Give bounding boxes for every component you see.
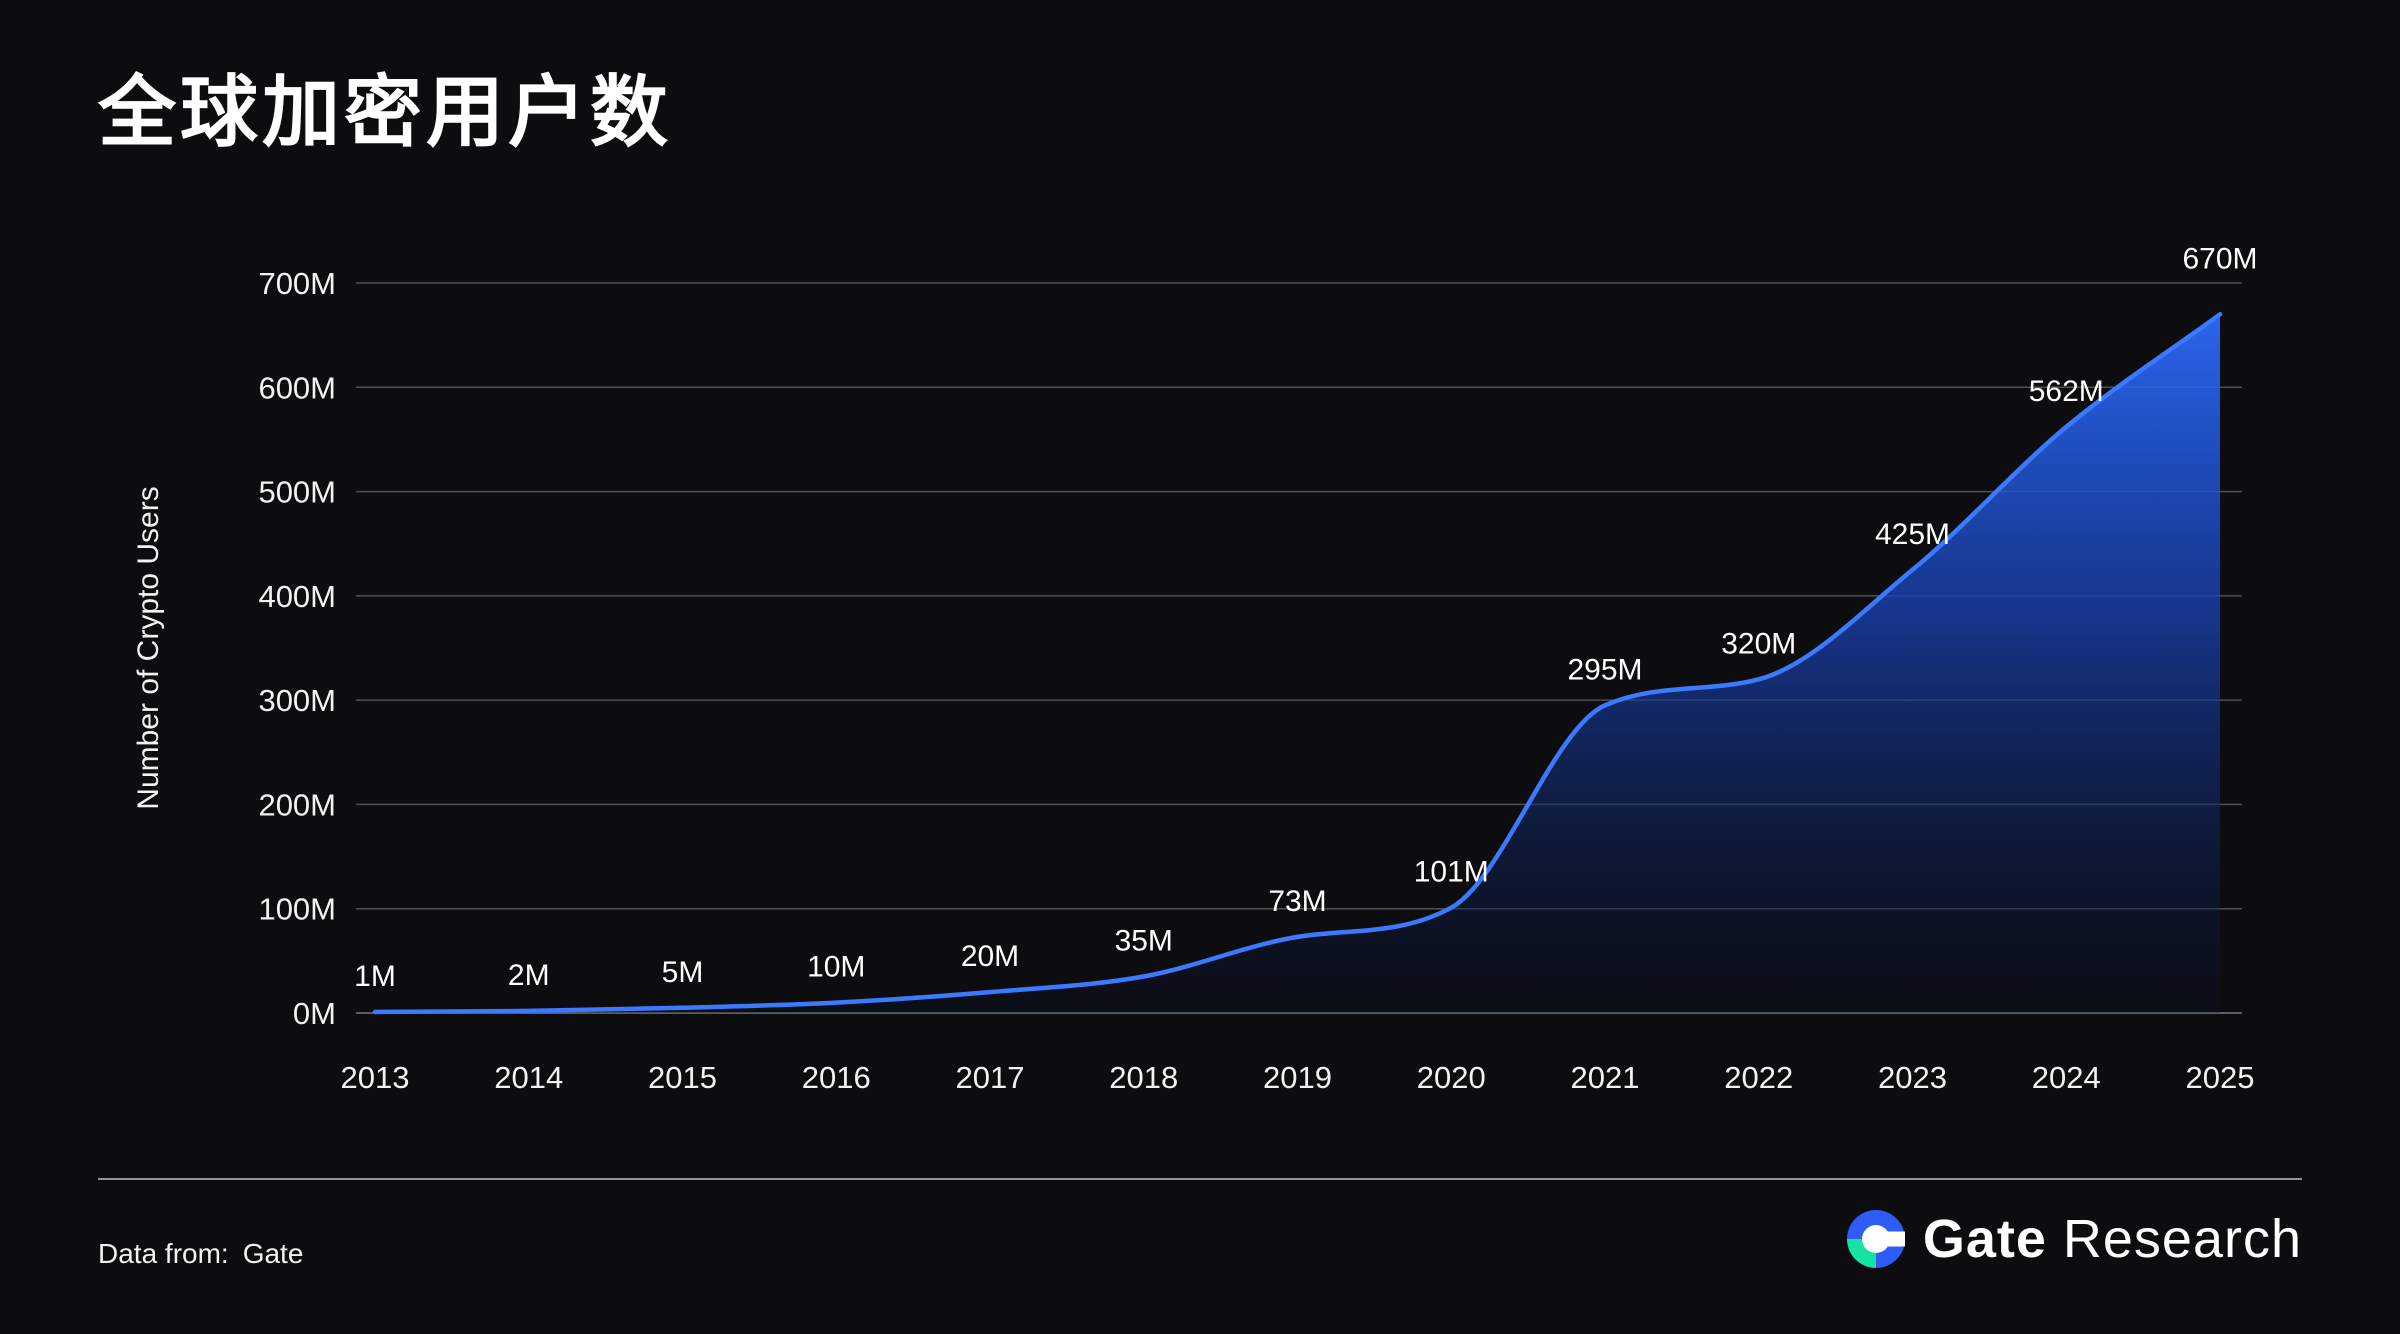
data-point-label: 35M xyxy=(1115,925,1173,958)
data-point-label: 1M xyxy=(354,960,396,993)
line-path xyxy=(372,312,2223,1015)
x-tick-label: 2018 xyxy=(1109,1060,1178,1095)
data-source: Data from: Gate xyxy=(98,1238,303,1270)
x-tick-label: 2017 xyxy=(956,1060,1025,1095)
data-point-label: 670M xyxy=(2182,242,2257,275)
y-tick-label: 200M xyxy=(258,787,336,822)
y-tick-label: 600M xyxy=(258,370,336,405)
x-tick-label: 2013 xyxy=(341,1060,410,1095)
data-source-value: Gate xyxy=(242,1238,304,1269)
y-tick-label: 400M xyxy=(258,579,336,614)
x-tick-label: 2022 xyxy=(1724,1060,1793,1095)
x-tick-label: 2015 xyxy=(648,1060,717,1095)
x-tick-label: 2021 xyxy=(1571,1060,1640,1095)
data-point-label: 101M xyxy=(1414,856,1489,889)
y-axis-title: Number of Crypto Users xyxy=(132,486,165,809)
y-tick-label: 700M xyxy=(258,266,336,301)
brand-text: Gate Research xyxy=(1923,1208,2302,1270)
data-point-label: 2M xyxy=(508,959,550,992)
x-tick-label: 2016 xyxy=(802,1060,871,1095)
footer-divider xyxy=(98,1178,2302,1180)
y-tick-label: 500M xyxy=(258,475,336,510)
data-point-label: 425M xyxy=(1875,518,1950,551)
area-fill xyxy=(375,314,2220,1013)
y-tick-label: 0M xyxy=(293,996,336,1031)
data-source-label: Data from: xyxy=(98,1238,229,1269)
chart-title: 全球加密用户数 xyxy=(98,68,673,156)
x-tick-label: 2023 xyxy=(1878,1060,1947,1095)
x-tick-label: 2025 xyxy=(2186,1060,2255,1095)
data-point-label: 320M xyxy=(1721,627,1796,660)
data-point-label: 10M xyxy=(807,951,865,984)
brand-name-gate: Gate xyxy=(1922,1209,2047,1269)
x-tick-label: 2024 xyxy=(2032,1060,2101,1095)
x-tick-label: 2014 xyxy=(494,1060,563,1095)
brand-name-research: Research xyxy=(2062,1209,2302,1269)
data-point-label: 295M xyxy=(1567,653,1642,686)
x-tick-label: 2020 xyxy=(1417,1060,1486,1095)
data-point-label: 562M xyxy=(2029,375,2104,408)
gate-logo-icon xyxy=(1846,1210,1905,1268)
x-tick-label: 2019 xyxy=(1263,1060,1332,1095)
y-tick-label: 300M xyxy=(258,683,336,718)
y-tick-label: 100M xyxy=(258,892,336,927)
data-point-label: 73M xyxy=(1268,885,1326,918)
gate-research-brand: Gate Research xyxy=(1846,1208,2302,1270)
data-point-label: 20M xyxy=(961,940,1019,973)
data-point-label: 5M xyxy=(662,956,704,989)
